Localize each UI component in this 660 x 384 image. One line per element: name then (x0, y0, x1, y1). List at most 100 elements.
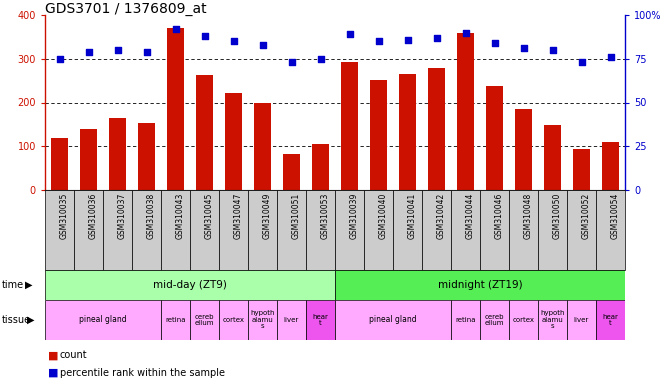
Point (489, 40, 500, 46)
Bar (109, 118, 126, 190)
Bar (399, 74, 416, 190)
Bar (480, 300, 509, 340)
Point (402, 36, 412, 43)
Point (199, 33, 210, 39)
Bar (596, 300, 625, 340)
Point (257, 42, 268, 48)
Text: midnight (ZT19): midnight (ZT19) (438, 280, 522, 290)
FancyBboxPatch shape (103, 190, 132, 270)
FancyBboxPatch shape (277, 190, 306, 270)
Text: GSM310043: GSM310043 (176, 192, 185, 239)
Bar (306, 300, 335, 340)
Bar (544, 125, 561, 190)
Text: GSM310040: GSM310040 (378, 192, 387, 239)
Text: GSM310036: GSM310036 (88, 192, 98, 239)
Bar (45, 270, 335, 300)
Bar (225, 93, 242, 190)
Text: GSM310054: GSM310054 (610, 192, 620, 239)
Point (460, 30, 471, 36)
FancyBboxPatch shape (335, 190, 364, 270)
FancyBboxPatch shape (219, 190, 248, 270)
FancyBboxPatch shape (161, 190, 190, 270)
Bar (51, 138, 68, 190)
Bar (161, 300, 190, 340)
Bar (277, 300, 306, 340)
Bar (80, 129, 97, 190)
Point (431, 35, 442, 41)
Bar (138, 123, 155, 190)
FancyBboxPatch shape (451, 190, 480, 270)
Bar (451, 300, 480, 340)
Text: GSM310039: GSM310039 (350, 192, 358, 239)
Text: count: count (59, 350, 87, 361)
Point (228, 38, 239, 44)
FancyBboxPatch shape (190, 190, 219, 270)
Text: GSM310045: GSM310045 (205, 192, 213, 239)
Text: GSM310053: GSM310053 (321, 192, 329, 239)
Text: ▶: ▶ (25, 280, 32, 290)
Bar (312, 144, 329, 190)
Text: pineal gland: pineal gland (369, 316, 417, 324)
FancyBboxPatch shape (480, 190, 509, 270)
FancyBboxPatch shape (45, 190, 74, 270)
Bar (573, 149, 590, 190)
FancyBboxPatch shape (248, 190, 277, 270)
Text: ■: ■ (48, 368, 59, 378)
Point (83, 49, 94, 55)
Text: cereb
ellum: cereb ellum (195, 314, 214, 326)
Text: GSM310052: GSM310052 (581, 192, 591, 238)
FancyBboxPatch shape (74, 190, 103, 270)
Text: GSM310042: GSM310042 (436, 192, 446, 238)
Text: GSM310047: GSM310047 (234, 192, 242, 239)
Bar (428, 68, 446, 190)
Text: retina: retina (165, 317, 185, 323)
Text: ■: ■ (48, 350, 59, 361)
Point (518, 45, 529, 51)
Point (315, 56, 326, 62)
Text: GSM310050: GSM310050 (552, 192, 562, 239)
Bar (538, 300, 567, 340)
Text: GSM310037: GSM310037 (117, 192, 127, 239)
Text: pineal gland: pineal gland (79, 316, 127, 324)
Point (605, 54, 616, 60)
FancyBboxPatch shape (364, 190, 393, 270)
Point (547, 47, 558, 53)
FancyBboxPatch shape (567, 190, 596, 270)
Bar (509, 300, 538, 340)
Text: mid-day (ZT9): mid-day (ZT9) (153, 280, 227, 290)
Text: hear
t: hear t (603, 314, 618, 326)
Bar (248, 300, 277, 340)
Text: hear
t: hear t (313, 314, 329, 326)
Text: GSM310046: GSM310046 (494, 192, 504, 239)
Text: GSM310041: GSM310041 (407, 192, 416, 238)
FancyBboxPatch shape (509, 190, 538, 270)
Point (345, 31, 355, 37)
Point (373, 38, 383, 44)
FancyBboxPatch shape (596, 190, 625, 270)
Bar (515, 109, 532, 190)
Text: liver: liver (574, 317, 589, 323)
Text: cortex: cortex (513, 317, 535, 323)
Text: tissue: tissue (1, 315, 30, 325)
Text: liver: liver (284, 317, 299, 323)
Bar (254, 103, 271, 190)
Bar (335, 300, 451, 340)
Text: retina: retina (455, 317, 476, 323)
Bar (602, 142, 619, 190)
Bar (45, 300, 161, 340)
Bar (486, 86, 503, 190)
Bar (370, 80, 387, 190)
Text: ▶: ▶ (27, 315, 34, 325)
Text: GSM310049: GSM310049 (263, 192, 271, 239)
Text: time: time (1, 280, 24, 290)
Bar (190, 300, 219, 340)
Bar (341, 62, 358, 190)
Point (286, 59, 297, 65)
FancyBboxPatch shape (538, 190, 567, 270)
Bar (167, 28, 184, 190)
Text: GSM310051: GSM310051 (292, 192, 300, 238)
Bar (219, 300, 248, 340)
Point (141, 49, 152, 55)
Text: GSM310048: GSM310048 (523, 192, 533, 238)
Bar (196, 75, 213, 190)
